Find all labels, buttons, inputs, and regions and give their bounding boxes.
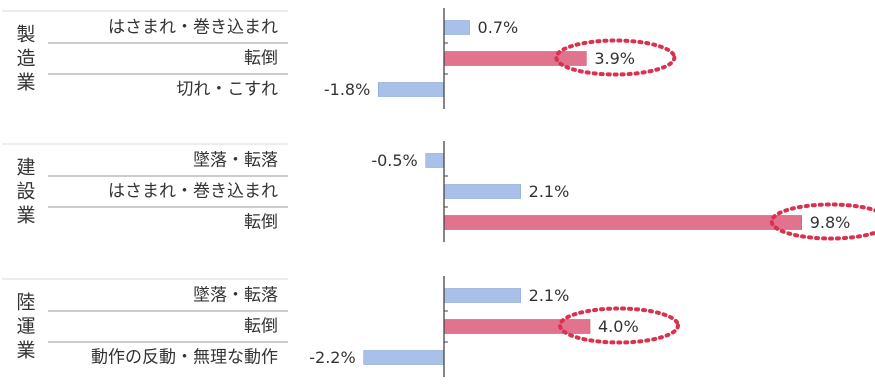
category-label: はさまれ・巻き込まれ [108, 18, 278, 38]
group-label-char: 業 [16, 340, 35, 362]
data-label: 3.9% [594, 49, 635, 68]
bar [443, 288, 521, 303]
group-label-char: 業 [16, 72, 35, 94]
data-label: 2.1% [529, 286, 570, 305]
group-label-char: 設 [16, 181, 35, 203]
bar [443, 184, 521, 199]
bar [443, 20, 470, 35]
data-label: -2.2% [309, 348, 355, 367]
group-label-char: 業 [16, 205, 35, 227]
data-label: 4.0% [598, 317, 639, 336]
group-label-char: 造 [16, 48, 35, 70]
category-label: 動作の反動・無理な動作 [91, 348, 278, 368]
highlight-ellipse [769, 202, 875, 241]
bar [443, 319, 591, 334]
category-label: 墜落・転落 [193, 151, 278, 171]
group-label-char: 建 [16, 157, 35, 179]
category-label: はさまれ・巻き込まれ [108, 182, 278, 202]
data-label: 0.7% [478, 18, 519, 37]
highlight-ellipse [558, 306, 680, 345]
category-label: 転倒 [244, 213, 278, 233]
category-label: 墜落・転落 [193, 286, 278, 306]
bar [443, 215, 803, 230]
data-label: -1.8% [324, 80, 370, 99]
category-label: 転倒 [244, 49, 278, 69]
data-label: -0.5% [371, 151, 417, 170]
category-label: 切れ・こすれ [176, 80, 278, 100]
bar [425, 153, 445, 168]
group-label-char: 製 [16, 24, 35, 46]
group-label-char: 運 [16, 316, 35, 338]
bar [377, 82, 445, 97]
bar [363, 350, 445, 365]
data-label: 9.8% [810, 213, 851, 232]
category-label: 転倒 [244, 317, 278, 337]
data-label: 2.1% [529, 182, 570, 201]
highlight-ellipse [554, 38, 677, 77]
group-label-char: 陸 [16, 292, 35, 314]
bar [443, 51, 587, 66]
